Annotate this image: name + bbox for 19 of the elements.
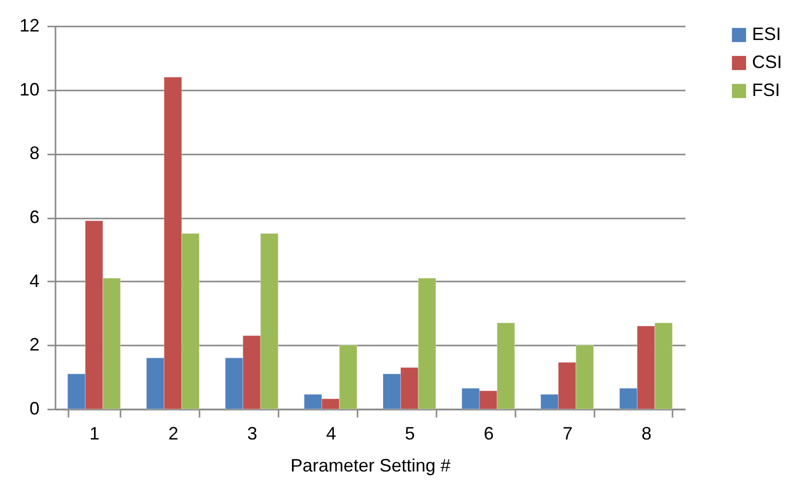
x-tick-label: 4 (326, 424, 336, 444)
x-tick-label: 2 (168, 424, 178, 444)
legend-label: ESI (752, 24, 782, 44)
y-tick-label: 4 (29, 270, 40, 291)
y-tick-label: 12 (19, 16, 40, 36)
x-tick-label: 1 (90, 424, 100, 444)
x-tick-label: 7 (562, 424, 573, 444)
x-tick-label: 8 (641, 424, 652, 444)
y-tick-label: 0 (29, 398, 40, 418)
legend-label: FSI (752, 80, 780, 100)
y-tick-label: 2 (29, 334, 40, 355)
x-axis-title: Parameter Setting # (290, 456, 451, 476)
y-tick-label: 6 (29, 207, 40, 227)
y-tick-label: 8 (29, 143, 40, 164)
y-tick-label: 10 (19, 79, 40, 100)
x-tick-label: 3 (247, 424, 258, 444)
x-tick-label: 5 (404, 424, 415, 444)
x-tick-label: 6 (484, 424, 494, 444)
legend-label: CSI (752, 52, 782, 72)
